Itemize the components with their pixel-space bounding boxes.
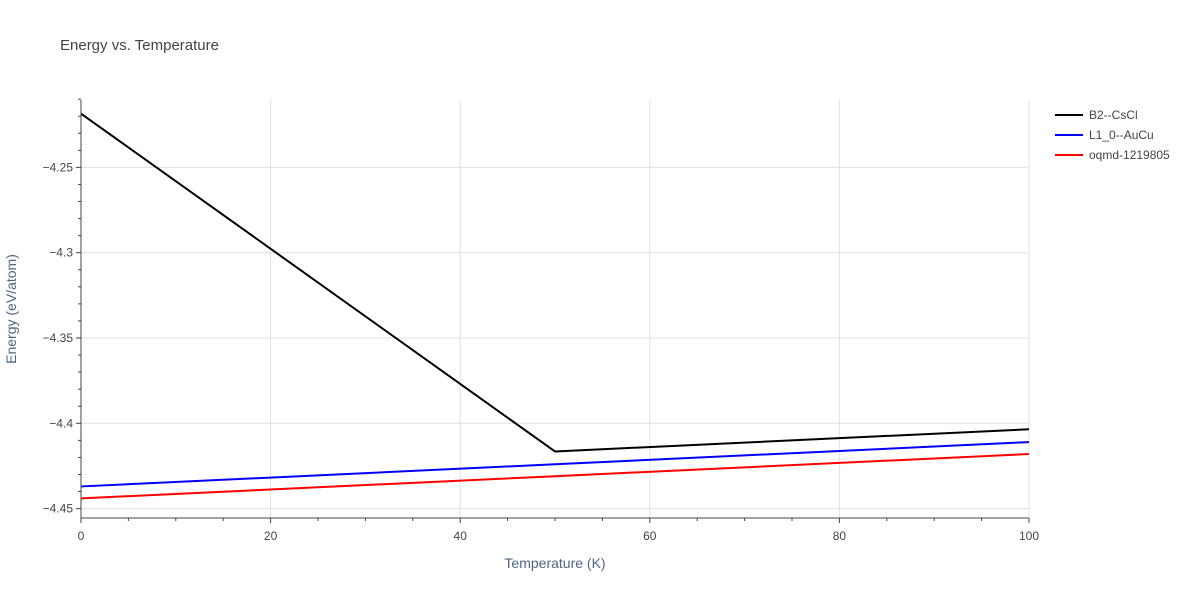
chart-title: Energy vs. Temperature — [60, 37, 219, 54]
series-line — [80, 112, 1030, 453]
x-tick-label: 0 — [78, 529, 85, 543]
y-tick-label: −4.45 — [43, 502, 74, 516]
series-line — [80, 453, 1030, 500]
y-tick-label: −4.3 — [49, 246, 73, 260]
y-tick-label: −4.25 — [43, 160, 74, 174]
series-line — [80, 441, 1030, 488]
y-axis-title: Energy (eV/atom) — [3, 254, 19, 364]
legend-item[interactable]: L1_0--AuCu — [1055, 128, 1154, 142]
legend-label: L1_0--AuCu — [1089, 128, 1154, 142]
y-tick-label: −4.4 — [49, 416, 73, 430]
axes: 0 20 40 60 80 100 −4.25 −4.3 −4.35 −4.4 −4.45 — [43, 98, 1039, 543]
legend-label: oqmd-1219805 — [1089, 148, 1170, 162]
y-tick-label: −4.35 — [43, 331, 74, 345]
grid — [81, 100, 1030, 518]
legend[interactable]: B2--CsCl L1_0--AuCu oqmd-1219805 — [1055, 108, 1170, 162]
x-axis-title: Temperature (K) — [504, 555, 605, 571]
legend-item[interactable]: B2--CsCl — [1055, 108, 1138, 122]
x-tick-label: 60 — [643, 529, 657, 543]
x-tick-label: 40 — [454, 529, 468, 543]
x-tick-label: 20 — [264, 529, 278, 543]
plot-area — [80, 112, 1030, 500]
x-tick-label: 80 — [833, 529, 847, 543]
legend-label: B2--CsCl — [1089, 108, 1138, 122]
legend-item[interactable]: oqmd-1219805 — [1055, 148, 1170, 162]
x-tick-label: 100 — [1019, 529, 1039, 543]
